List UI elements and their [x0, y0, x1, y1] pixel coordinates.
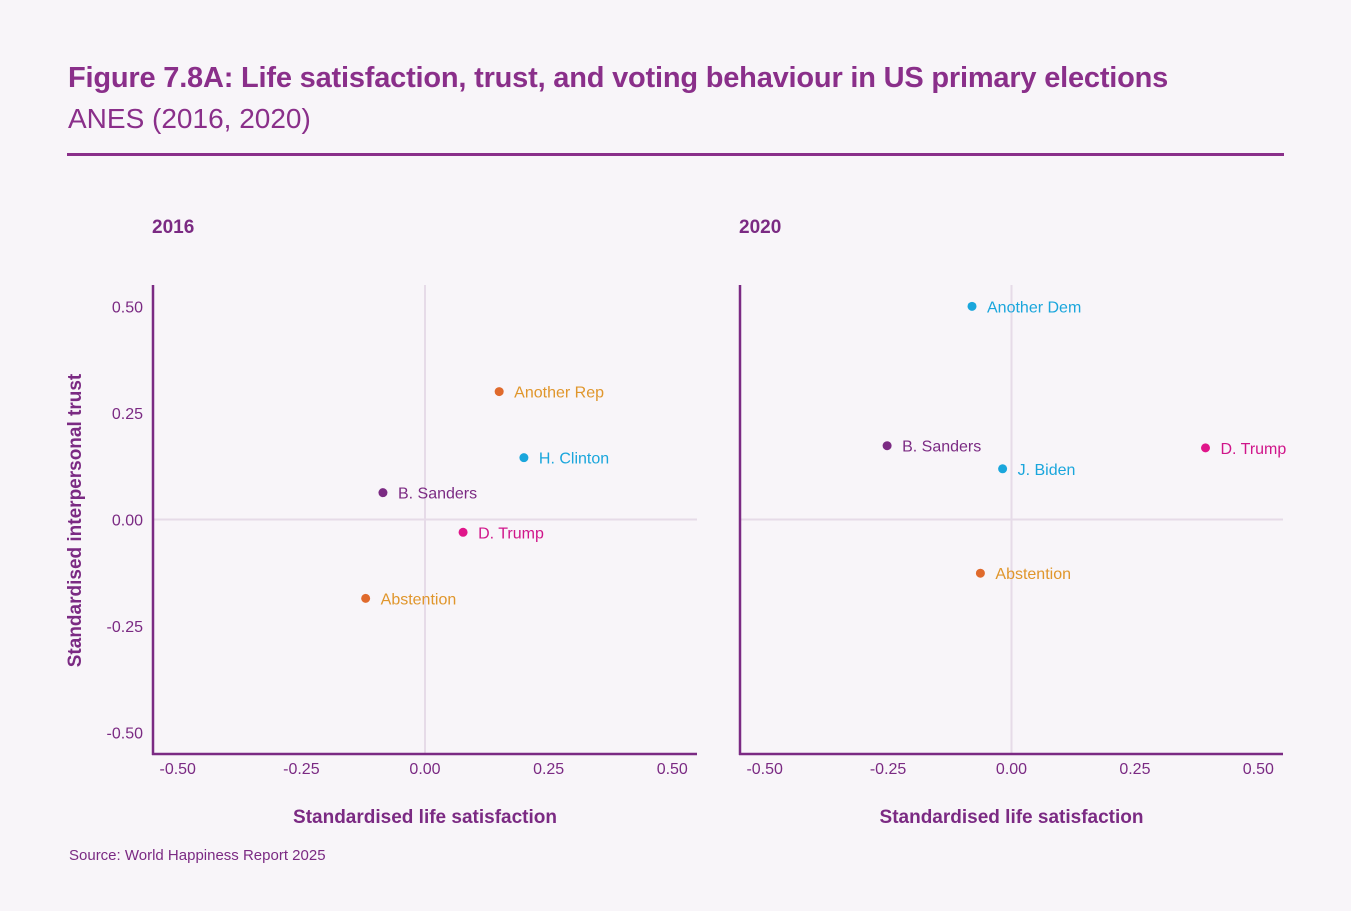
panel-2020-point-b-sanders [882, 441, 892, 451]
panel-2016-point-another-rep [494, 387, 504, 397]
panel-2016-point-label: B. Sanders [398, 486, 477, 503]
panel-2020-point-label: J. Biden [1018, 462, 1076, 479]
panel-2016-point-label: D. Trump [478, 525, 544, 542]
panel-2016-point-d-trump [458, 527, 468, 537]
panel-2020-point-another-dem [967, 301, 977, 311]
panel-2016-x-axis-title: Standardised life satisfaction [293, 807, 557, 828]
panel-2016-x-tick-label: -0.50 [159, 761, 196, 778]
panel-2016-point-h-clinton [519, 453, 529, 463]
panel-2020-point-j-biden [998, 464, 1008, 474]
panel-2016-point-abstention [361, 593, 371, 603]
panel-2020-point-label: B. Sanders [902, 439, 981, 456]
panel-2016-y-tick-label: -0.25 [107, 619, 144, 636]
panel-2020-x-tick-label: -0.25 [870, 761, 907, 778]
panel-2020-point-d-trump [1200, 443, 1210, 453]
panel-2016-x-tick-label: 0.00 [409, 761, 440, 778]
panel-2016-title: 2016 [152, 217, 194, 238]
panel-2020-point-label: Another Dem [987, 299, 1081, 316]
panel-2016-x-tick-label: 0.25 [533, 761, 564, 778]
panel-2020-x-tick-label: -0.50 [746, 761, 783, 778]
panel-2016-y-tick-label: 0.25 [112, 406, 143, 423]
panel-2016-point-b-sanders [378, 488, 388, 498]
panel-2020-point-label: Abstention [995, 566, 1071, 583]
panel-2020-point-abstention [975, 568, 985, 578]
source-note: Source: World Happiness Report 2025 [69, 847, 326, 864]
panel-2020-x-tick-label: 0.00 [996, 761, 1027, 778]
panel-2016-x-tick-label: -0.25 [283, 761, 320, 778]
panel-2016-y-axis-title: Standardised interpersonal trust [65, 373, 86, 667]
panel-2016-x-tick-label: 0.50 [657, 761, 688, 778]
figure-subtitle: ANES (2016, 2020) [68, 103, 311, 134]
panel-2016-point-label: H. Clinton [539, 451, 609, 468]
figure-title: Figure 7.8A: Life satisfaction, trust, a… [68, 62, 1169, 94]
panel-2016-y-tick-label: 0.00 [112, 513, 143, 530]
title-divider [67, 153, 1284, 156]
panel-2020-point-label: D. Trump [1220, 441, 1286, 458]
panel-2020-x-axis-title: Standardised life satisfaction [880, 807, 1144, 828]
panel-2020-title: 2020 [739, 217, 781, 238]
panel-2016-point-label: Abstention [381, 591, 457, 608]
panel-2016-y-tick-label: -0.50 [107, 726, 144, 743]
panel-2020-x-tick-label: 0.25 [1119, 761, 1150, 778]
panel-2016-point-label: Another Rep [514, 385, 604, 402]
panel-2020-x-tick-label: 0.50 [1243, 761, 1274, 778]
panel-2016-y-tick-label: 0.50 [112, 299, 143, 316]
